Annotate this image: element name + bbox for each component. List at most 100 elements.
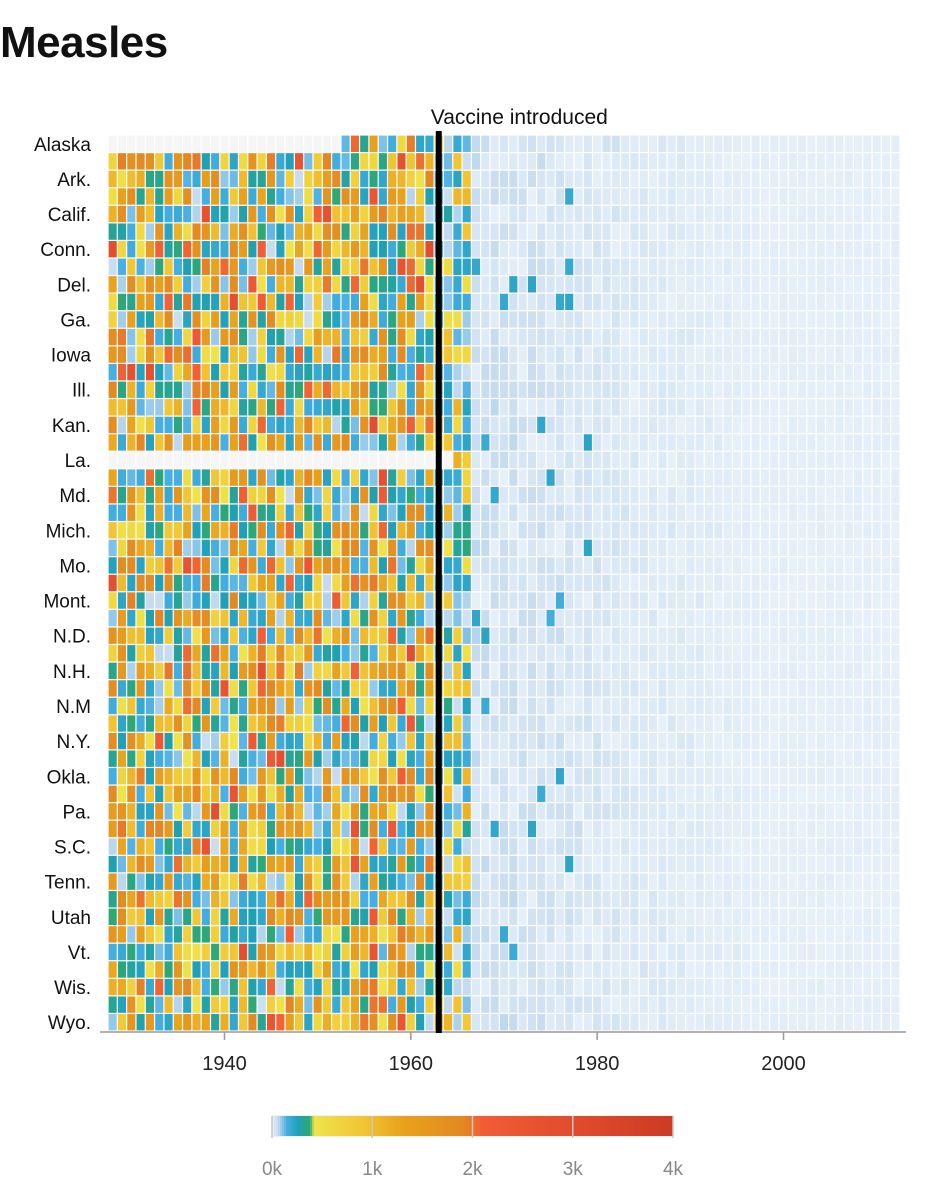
heatmap-cell	[108, 645, 117, 662]
heatmap-cell	[332, 961, 341, 978]
heatmap-cell	[509, 223, 518, 240]
heatmap-cell	[239, 241, 248, 258]
heatmap-cell	[136, 486, 145, 504]
heatmap-cell	[518, 346, 527, 363]
heatmap-cell	[611, 135, 620, 152]
heatmap-cell	[658, 188, 667, 205]
heatmap-cell	[229, 241, 238, 258]
heatmap-cell	[220, 680, 229, 697]
heatmap-cell	[854, 961, 863, 978]
legend-swatch	[304, 1116, 307, 1136]
heatmap-cell	[602, 750, 611, 767]
heatmap-cell	[695, 399, 704, 416]
heatmap-cell	[527, 258, 537, 275]
heatmap-cell	[164, 416, 173, 434]
heatmap-cell	[798, 293, 807, 311]
heatmap-cell	[574, 715, 583, 732]
heatmap-cell	[546, 943, 555, 961]
heatmap-cell	[136, 328, 145, 346]
heatmap-cell	[211, 539, 220, 557]
heatmap-cell	[649, 855, 658, 873]
heatmap-cell	[714, 996, 723, 1013]
heatmap-cell	[145, 170, 154, 188]
heatmap-cell	[285, 381, 294, 398]
heatmap-cell	[723, 469, 732, 486]
heatmap-cell	[341, 732, 350, 750]
heatmap-cell	[388, 469, 397, 486]
legend-swatch	[424, 1116, 427, 1136]
heatmap-cell	[891, 153, 900, 170]
heatmap-cell	[332, 170, 341, 188]
heatmap-cell	[397, 996, 406, 1013]
heatmap-cell	[770, 363, 779, 381]
heatmap-cell	[108, 592, 117, 609]
heatmap-cell	[127, 258, 136, 275]
color-legend: 0k 1k 2k 3k 4k	[262, 1115, 684, 1180]
heatmap-cell	[649, 645, 658, 662]
heatmap-cell	[360, 574, 369, 592]
heatmap-cell	[537, 732, 546, 750]
heatmap-cell	[574, 750, 583, 767]
heatmap-cell	[229, 645, 238, 662]
heatmap-cell	[770, 311, 779, 328]
heatmap-cell	[248, 258, 257, 275]
heatmap-cell	[723, 820, 732, 838]
legend-swatch	[508, 1116, 511, 1136]
heatmap-cell	[826, 908, 835, 925]
state-label: Ill.	[72, 381, 91, 402]
heatmap-cell	[658, 293, 667, 311]
heatmap-cell	[835, 750, 844, 767]
state-label: Calif.	[48, 205, 91, 226]
heatmap-cell	[499, 293, 509, 311]
heatmap-cell	[490, 276, 499, 293]
heatmap-cell	[593, 346, 602, 363]
heatmap-cell	[714, 469, 723, 486]
heatmap-cell	[248, 680, 257, 697]
heatmap-cell	[406, 522, 415, 539]
heatmap-cell	[192, 662, 201, 680]
heatmap-cell	[304, 750, 313, 767]
heatmap-cell	[826, 276, 835, 293]
heatmap-cell	[481, 697, 490, 715]
legend-swatch	[292, 1116, 295, 1136]
legend-swatch	[542, 1116, 546, 1136]
heatmap-cell	[732, 258, 741, 275]
legend-swatch	[450, 1116, 453, 1136]
heatmap-cell	[127, 416, 136, 434]
heatmap-cell	[695, 803, 704, 820]
legend-swatch	[502, 1116, 505, 1136]
heatmap-cell	[854, 241, 863, 258]
heatmap-cell	[127, 645, 136, 662]
heatmap-cell	[611, 1014, 620, 1031]
heatmap-cell	[872, 574, 881, 592]
heatmap-cell	[742, 838, 751, 855]
heatmap-cell	[891, 768, 900, 785]
heatmap-cell	[490, 363, 499, 381]
heatmap-cell	[117, 276, 127, 293]
heatmap-cell	[798, 381, 807, 398]
heatmap-cell	[425, 908, 434, 925]
heatmap-cell	[276, 311, 285, 328]
heatmap-cell	[378, 697, 387, 715]
heatmap-cell	[649, 153, 658, 170]
heatmap-cell	[546, 750, 555, 767]
heatmap-cell	[173, 223, 182, 240]
heatmap-cell	[145, 486, 154, 504]
heatmap-cell	[173, 768, 182, 785]
heatmap-cell	[117, 557, 127, 574]
heatmap-cell	[863, 381, 872, 398]
heatmap-cell	[397, 732, 406, 750]
heatmap-cell	[155, 346, 164, 363]
heatmap-cell	[593, 363, 602, 381]
heatmap-cell	[304, 926, 313, 943]
heatmap-cell	[602, 838, 611, 855]
heatmap-cell	[155, 381, 164, 398]
heatmap-cell	[248, 855, 257, 873]
heatmap-cell	[676, 258, 686, 275]
heatmap-cell	[565, 223, 574, 240]
heatmap-cell	[257, 153, 266, 170]
heatmap-cell	[742, 486, 751, 504]
heatmap-cell	[267, 557, 276, 574]
heatmap-cell	[537, 645, 546, 662]
heatmap-cell	[294, 891, 304, 908]
